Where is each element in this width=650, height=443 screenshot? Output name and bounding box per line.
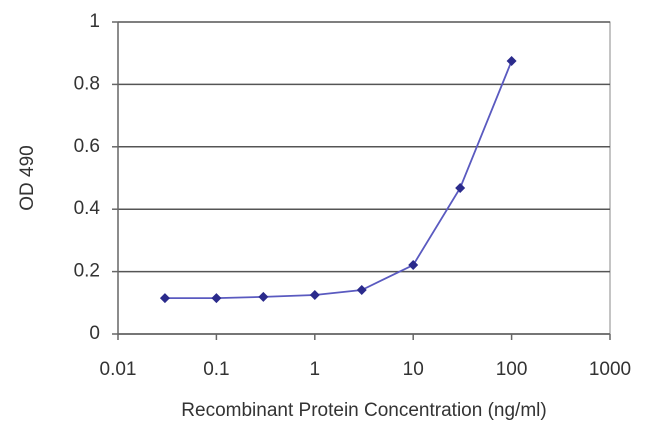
y-tick-label: 0 <box>89 323 100 344</box>
y-tick-label: 0.8 <box>74 73 100 94</box>
data-point <box>159 293 170 304</box>
data-point <box>258 291 269 302</box>
plot-area <box>117 21 611 335</box>
data-point <box>408 260 419 271</box>
y-tick-label: 0.6 <box>74 136 100 157</box>
y-tick-label: 0.2 <box>74 261 100 282</box>
data-point <box>211 293 222 304</box>
data-point <box>506 56 517 66</box>
series-line <box>164 60 513 300</box>
x-tick-label: 1000 <box>589 359 631 380</box>
x-tick-label: 100 <box>496 359 528 380</box>
x-tick-label: 1 <box>310 359 321 380</box>
y-axis-label: OD 490 <box>17 145 38 210</box>
data-point <box>455 182 466 193</box>
x-tick-label: 10 <box>403 359 424 380</box>
y-tick-label: 0.4 <box>74 198 101 219</box>
y-tick-label: 1 <box>89 11 100 32</box>
x-tick-label: 0.1 <box>203 359 229 380</box>
x-axis-label: Recombinant Protein Concentration (ng/ml… <box>181 400 546 421</box>
data-point <box>356 285 367 296</box>
x-tick-label: 0.01 <box>100 359 137 380</box>
data-point <box>309 290 320 300</box>
